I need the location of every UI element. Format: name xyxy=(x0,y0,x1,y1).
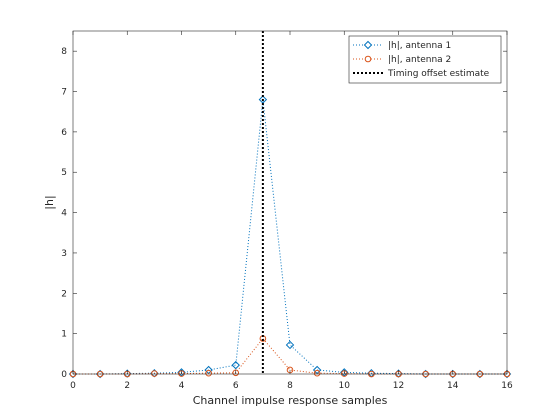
data-point xyxy=(151,370,158,377)
x-tick-label: 10 xyxy=(339,381,351,391)
data-point xyxy=(205,369,212,377)
legend-label: |h|, antenna 1 xyxy=(388,41,451,51)
data-point xyxy=(313,369,321,377)
y-tick-label: 2 xyxy=(61,289,67,299)
plot-background xyxy=(73,31,507,374)
data-point xyxy=(312,365,322,375)
y-axis-label: |h| xyxy=(43,195,56,209)
y-tick-label: 3 xyxy=(61,249,67,259)
data-point xyxy=(285,340,295,350)
legend-label: Timing offset estimate xyxy=(387,69,490,79)
y-tick-label: 1 xyxy=(61,330,67,340)
legend-marker xyxy=(364,55,372,63)
y-tick-label: 8 xyxy=(61,47,67,57)
legend: |h|, antenna 1 |h|, antenna 2 Timing offse… xyxy=(348,35,502,84)
x-axis-label: Channel impulse response samples xyxy=(193,394,388,407)
y-tick-label: 0 xyxy=(61,370,67,380)
legend-label: |h|, antenna 2 xyxy=(388,55,451,65)
x-tick-label: 14 xyxy=(447,381,459,391)
x-tick-label: 4 xyxy=(179,381,185,391)
x-tick-label: 6 xyxy=(233,381,239,391)
data-point xyxy=(231,360,240,370)
y-tick-label: 7 xyxy=(61,88,67,98)
data-point xyxy=(232,369,240,377)
x-tick-label: 0 xyxy=(70,381,76,391)
legend-item: Timing offset estimate xyxy=(353,69,490,79)
data-point xyxy=(177,368,186,377)
legend-item: |h|, antenna 2 xyxy=(353,55,451,65)
data-point xyxy=(340,368,349,377)
y-tick-label: 5 xyxy=(61,168,67,178)
y-tick-label: 6 xyxy=(61,128,67,138)
x-tick-label: 8 xyxy=(287,381,293,391)
x-tick-label: 16 xyxy=(501,381,513,391)
legend-marker xyxy=(363,40,373,50)
x-tick-label: 12 xyxy=(393,381,404,391)
y-tick-label: 4 xyxy=(61,209,67,219)
plot-area xyxy=(73,31,507,374)
legend-item: |h|, antenna 1 xyxy=(353,40,451,51)
x-tick-label: 2 xyxy=(124,381,130,391)
